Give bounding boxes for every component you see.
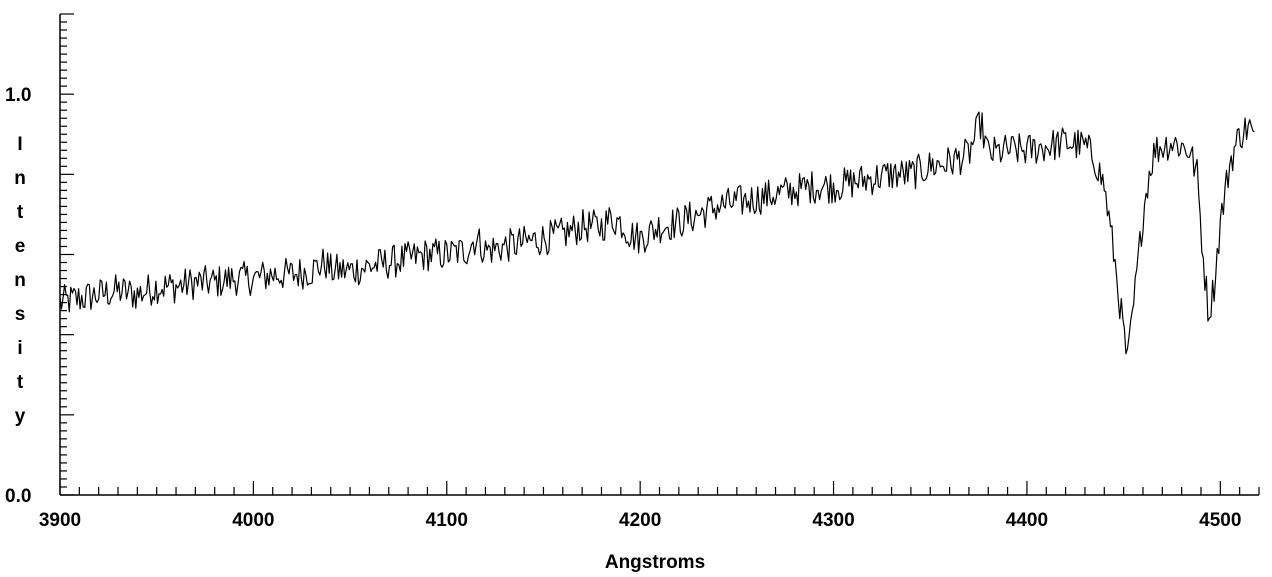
y-axis-title-letter: n <box>14 270 26 291</box>
series-line <box>59 111 1255 355</box>
x-axis-title: Angstroms <box>605 552 705 573</box>
y-axis-title-letter: y <box>15 406 26 427</box>
x-tick-label: 4200 <box>619 510 661 531</box>
y-axis-title-letter: I <box>17 134 22 155</box>
y-axis-title-letter: s <box>15 304 26 325</box>
y-tick-label: 0.0 <box>5 486 31 507</box>
y-axis-title-letter: e <box>15 236 26 257</box>
x-tick-label: 4500 <box>1199 510 1241 531</box>
x-tick-label: 4000 <box>232 510 274 531</box>
y-axis-title-letter: t <box>17 372 24 393</box>
x-tick-label: 4300 <box>812 510 854 531</box>
y-axis: 0.0 1.0 <box>5 13 74 507</box>
y-axis-title-letter: n <box>14 168 26 189</box>
x-tick-label: 4400 <box>1006 510 1048 531</box>
x-tick-label: 4100 <box>426 510 468 531</box>
y-axis-title-letter: i <box>17 338 22 359</box>
y-tick-label: 1.0 <box>5 85 31 106</box>
x-axis: 3900 4000 4100 4200 4300 4400 4500 <box>39 481 1260 531</box>
x-tick-label: 3900 <box>39 510 81 531</box>
plot-area <box>59 111 1255 355</box>
y-axis-title-letter: t <box>17 202 24 223</box>
